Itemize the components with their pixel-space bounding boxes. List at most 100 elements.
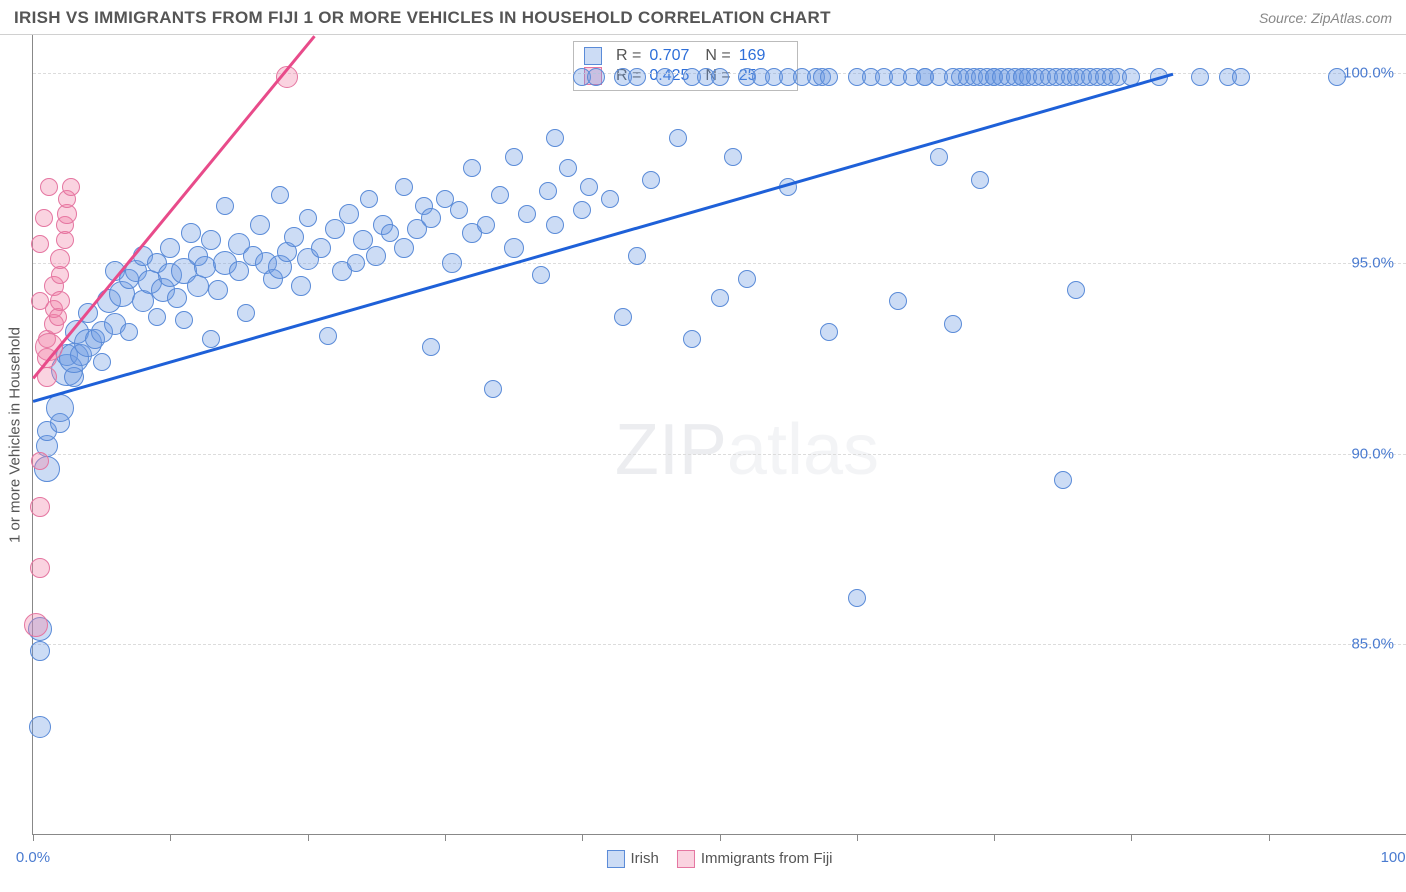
x-tick [857, 834, 858, 841]
legend-swatch [606, 850, 624, 868]
scatter-point [539, 182, 557, 200]
scatter-point [339, 204, 359, 224]
stat-label: R = [616, 47, 641, 65]
scatter-point [491, 186, 509, 204]
x-tick [170, 834, 171, 841]
x-tick [720, 834, 721, 841]
scatter-point [738, 270, 756, 288]
gridline [33, 454, 1406, 455]
scatter-point [208, 280, 228, 300]
y-tick-label: 100.0% [1343, 65, 1394, 82]
scatter-point [518, 205, 536, 223]
scatter-point [35, 209, 53, 227]
scatter-point [1067, 281, 1085, 299]
scatter-point [31, 452, 49, 470]
scatter-point [683, 330, 701, 348]
scatter-point [546, 216, 564, 234]
scatter-point [711, 68, 729, 86]
scatter-point [504, 238, 524, 258]
stat-value: 169 [739, 47, 787, 65]
gridline [33, 644, 1406, 645]
scatter-point [669, 129, 687, 147]
scatter-point [930, 148, 948, 166]
scatter-point [201, 230, 221, 250]
scatter-point [250, 215, 270, 235]
scatter-point [559, 159, 577, 177]
legend-swatch [677, 850, 695, 868]
x-tick-label: 0.0% [16, 849, 50, 866]
source-label: Source: ZipAtlas.com [1259, 10, 1392, 26]
x-tick [994, 834, 995, 841]
scatter-point [628, 247, 646, 265]
y-tick-label: 85.0% [1351, 635, 1394, 652]
scatter-point [50, 291, 70, 311]
scatter-point [421, 208, 441, 228]
scatter-point [546, 129, 564, 147]
scatter-point [450, 201, 468, 219]
scatter-point [229, 261, 249, 281]
scatter-point [422, 338, 440, 356]
legend-label: Irish [630, 850, 658, 867]
scatter-point [381, 224, 399, 242]
scatter-point [442, 253, 462, 273]
scatter-point [319, 327, 337, 345]
scatter-point [311, 238, 331, 258]
scatter-point [187, 275, 209, 297]
scatter-point [505, 148, 523, 166]
scatter-point [284, 227, 304, 247]
scatter-point [587, 68, 605, 86]
scatter-point [167, 288, 187, 308]
scatter-point [1328, 68, 1346, 86]
chart-title: IRISH VS IMMIGRANTS FROM FIJI 1 OR MORE … [14, 8, 831, 28]
scatter-point [1054, 471, 1072, 489]
scatter-point [580, 178, 598, 196]
scatter-point [175, 311, 193, 329]
scatter-point [30, 558, 50, 578]
scatter-point [160, 238, 180, 258]
legend-label: Immigrants from Fiji [701, 850, 833, 867]
scatter-point [291, 276, 311, 296]
scatter-point [325, 219, 345, 239]
scatter-point [463, 159, 481, 177]
scatter-point [1191, 68, 1209, 86]
watermark: ZIPatlas [615, 409, 879, 491]
stat-value: 0.707 [649, 47, 697, 65]
y-tick-label: 90.0% [1351, 445, 1394, 462]
scatter-point [395, 178, 413, 196]
scatter-point [50, 249, 70, 269]
scatter-point [360, 190, 378, 208]
scatter-point [628, 68, 646, 86]
chart-header: IRISH VS IMMIGRANTS FROM FIJI 1 OR MORE … [0, 0, 1406, 35]
scatter-point [30, 497, 50, 517]
scatter-point [237, 304, 255, 322]
x-tick-label: 100.0% [1381, 849, 1406, 866]
scatter-point [93, 353, 111, 371]
scatter-point [29, 716, 51, 738]
scatter-point [601, 190, 619, 208]
scatter-point [889, 292, 907, 310]
legend-item: Irish [606, 850, 658, 868]
x-tick [445, 834, 446, 841]
x-tick [1269, 834, 1270, 841]
scatter-point [1232, 68, 1250, 86]
scatter-point [148, 308, 166, 326]
x-tick [33, 834, 34, 841]
bottom-legend: Irish Immigrants from Fiji [606, 850, 832, 868]
scatter-point [24, 613, 48, 637]
x-tick [1131, 834, 1132, 841]
legend-swatch [584, 47, 602, 65]
scatter-point [194, 256, 216, 278]
stat-label: N = [705, 47, 730, 65]
scatter-point [944, 315, 962, 333]
y-axis-label: 1 or more Vehicles in Household [7, 327, 24, 543]
scatter-point [532, 266, 550, 284]
scatter-point [30, 641, 50, 661]
scatter-point [31, 235, 49, 253]
scatter-point [724, 148, 742, 166]
scatter-point [271, 186, 289, 204]
x-tick [308, 834, 309, 841]
scatter-point [394, 238, 414, 258]
scatter-point [484, 380, 502, 398]
scatter-point [656, 68, 674, 86]
scatter-point [971, 171, 989, 189]
